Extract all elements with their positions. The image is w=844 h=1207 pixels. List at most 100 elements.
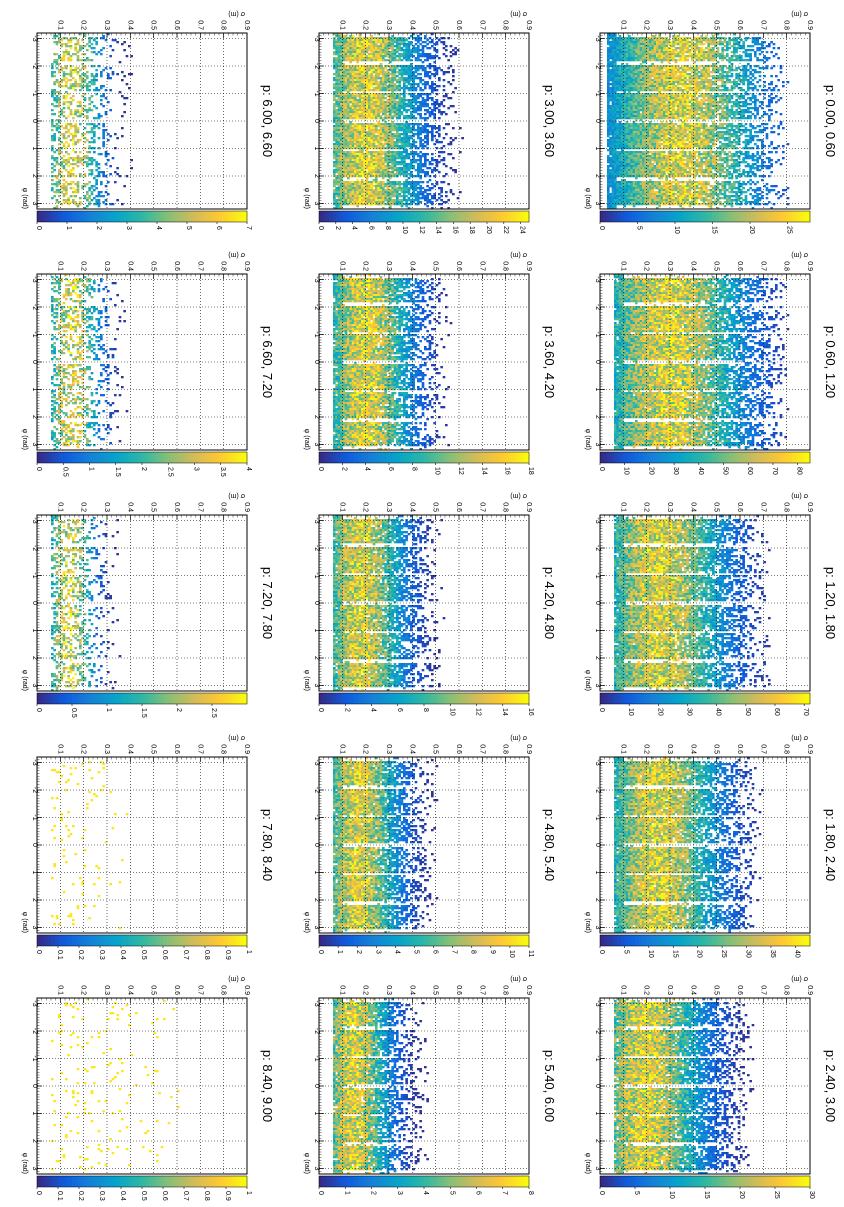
heatmap-cell (691, 117, 694, 120)
heatmap-cell (726, 117, 729, 120)
heatmap-cell (623, 167, 626, 170)
heatmap-cell (623, 103, 626, 106)
heatmap-cell (714, 55, 717, 58)
heatmap-cell (684, 45, 687, 48)
heatmap-cell (618, 85, 622, 88)
heatmap-cell (672, 51, 675, 54)
heatmap-cell (646, 143, 650, 146)
heatmap-cell (723, 77, 727, 80)
heatmap-cell (644, 41, 647, 44)
heatmap-cell (656, 207, 659, 210)
heatmap-cell (614, 45, 617, 48)
heatmap-cell (677, 69, 680, 72)
heatmap-cell (747, 87, 750, 90)
heatmap-cell (649, 169, 652, 172)
heatmap-cell (712, 39, 715, 42)
heatmap-cell (646, 69, 650, 72)
heatmap-cell (705, 87, 708, 90)
heatmap-cell (733, 105, 736, 108)
heatmap-cell (740, 203, 743, 206)
heatmap-cell (688, 145, 692, 148)
heatmap-cell (684, 111, 687, 114)
heatmap-cell (607, 109, 610, 112)
heatmap-cell (649, 99, 652, 102)
heatmap-cell (616, 183, 619, 186)
heatmap-cell (721, 47, 724, 50)
heatmap-cell (726, 41, 729, 44)
heatmap-cell (709, 125, 713, 128)
heatmap-cell (614, 47, 617, 50)
heatmap-cell (770, 51, 773, 54)
heatmap-cell (763, 61, 766, 64)
heatmap-cell (653, 185, 657, 188)
colorbar-segment (617, 211, 622, 222)
heatmap-cell (660, 197, 664, 200)
heatmap-cell (674, 183, 678, 186)
heatmap-cell (691, 67, 694, 70)
heatmap-cell (677, 278, 680, 281)
heatmap-cell (700, 183, 703, 186)
heatmap-cell (688, 45, 692, 48)
heatmap-cell (667, 97, 671, 100)
heatmap-cell (733, 49, 736, 52)
heatmap-cell (723, 123, 727, 126)
heatmap-cell (756, 71, 759, 74)
heatmap-cell (670, 163, 673, 166)
heatmap-cell (695, 185, 699, 188)
heatmap-cell (656, 147, 659, 150)
heatmap-cell (723, 49, 727, 52)
heatmap-cell (698, 189, 701, 192)
heatmap-cell (719, 95, 722, 98)
heatmap-cell (646, 129, 650, 132)
heatmap-cell (723, 185, 727, 188)
heatmap-cell (705, 145, 708, 148)
heatmap-cell (700, 59, 703, 62)
heatmap-cell (637, 85, 640, 88)
heatmap-cell (688, 117, 692, 120)
colorbar-segment (764, 211, 769, 222)
heatmap-cell (719, 197, 722, 200)
heatmap-cell (742, 141, 745, 144)
heatmap-cell (672, 181, 675, 184)
heatmap-cell (665, 81, 668, 84)
heatmap-cell (630, 193, 633, 196)
heatmap-cell (625, 95, 629, 98)
heatmap-cell (730, 95, 734, 98)
heatmap-cell (714, 163, 717, 166)
heatmap-cell (644, 147, 647, 150)
heatmap-cell (707, 59, 710, 62)
heatmap-cell (616, 107, 619, 110)
heatmap-cell (677, 159, 680, 162)
heatmap-cell (611, 39, 615, 42)
heatmap-cell (623, 69, 626, 72)
heatmap-cell (716, 167, 720, 170)
heatmap-cell (609, 171, 612, 174)
heatmap-cell (735, 181, 738, 184)
heatmap-cell (770, 141, 773, 144)
heatmap-cell (607, 47, 610, 50)
heatmap-cell (749, 179, 752, 182)
heatmap-cell (730, 85, 734, 88)
heatmap-cell (637, 57, 640, 60)
heatmap-cell (653, 103, 657, 106)
heatmap-cell (677, 79, 680, 82)
heatmap-cell (705, 37, 708, 40)
heatmap-cell (628, 107, 631, 110)
heatmap-cell (695, 37, 699, 40)
heatmap-cell (744, 73, 748, 76)
heatmap-cell (735, 75, 738, 78)
heatmap-cell (660, 117, 664, 120)
heatmap-cell (721, 113, 724, 116)
heatmap-cell (714, 57, 717, 60)
heatmap-cell (618, 113, 622, 116)
heatmap-cell (611, 189, 615, 192)
heatmap-cell (674, 59, 678, 62)
heatmap-cell (693, 55, 696, 58)
heatmap-cell (656, 155, 659, 158)
heatmap-cell (698, 143, 701, 146)
heatmap-cell (621, 181, 624, 184)
heatmap-cell (614, 169, 617, 172)
heatmap-cell (607, 201, 610, 204)
heatmap-cell (651, 73, 654, 76)
heatmap-cell (623, 199, 626, 202)
